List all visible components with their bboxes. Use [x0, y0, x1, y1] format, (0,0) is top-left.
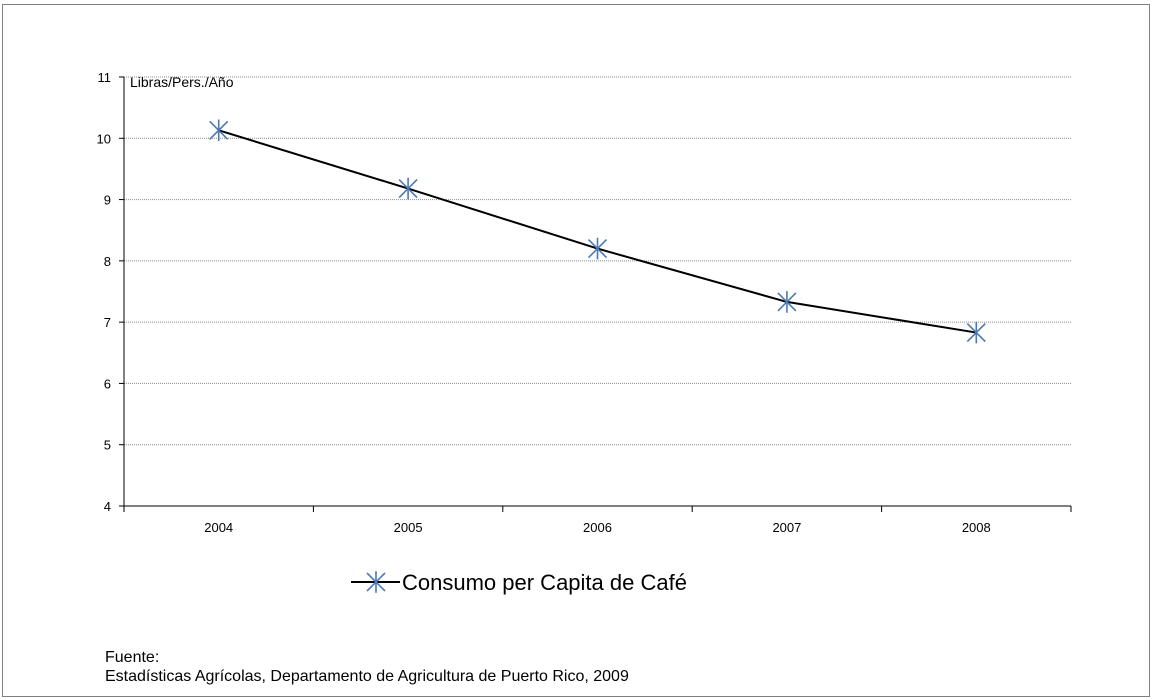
data-point-marker	[966, 321, 986, 344]
y-tick-labels: 4 5 6 7 8 9 10 11	[97, 70, 111, 514]
x-tick-label: 2005	[394, 520, 423, 535]
series-line	[218, 129, 977, 334]
chart-frame	[2, 4, 1150, 697]
x-tick-label: 2006	[583, 520, 612, 535]
source-note: Fuente: Estadísticas Agrícolas, Departam…	[105, 648, 629, 686]
y-tick-label: 4	[104, 499, 111, 514]
y-axis-unit-label: Libras/Pers./Año	[130, 74, 234, 90]
series	[209, 119, 986, 344]
y-tick-label: 9	[104, 193, 111, 208]
y-tick-label: 5	[104, 438, 111, 453]
y-tick-label: 7	[104, 315, 111, 330]
source-label: Fuente:	[105, 649, 160, 666]
data-point-marker	[398, 177, 418, 200]
legend-marker	[366, 571, 386, 593]
x-tick-labels: 2004 2005 2006 2007 2008	[204, 520, 991, 535]
y-tick-label: 10	[97, 131, 111, 146]
source-text: Estadísticas Agrícolas, Departamento de …	[105, 668, 629, 685]
gridlines	[124, 76, 1071, 446]
x-tick-label: 2004	[204, 520, 233, 535]
data-point-marker	[777, 291, 797, 313]
legend-label: Consumo per Capita de Café	[402, 570, 687, 595]
x-tick-label: 2007	[772, 520, 801, 535]
x-tick-label: 2008	[962, 520, 991, 535]
data-point-marker	[366, 571, 386, 593]
legend: Consumo per Capita de Café	[351, 570, 687, 595]
y-tick-label: 11	[98, 70, 112, 85]
y-tick-label: 6	[104, 376, 111, 391]
data-point-marker	[587, 237, 608, 260]
data-point-marker	[209, 119, 229, 142]
axes	[119, 76, 1072, 512]
y-tick-label: 8	[104, 254, 111, 269]
